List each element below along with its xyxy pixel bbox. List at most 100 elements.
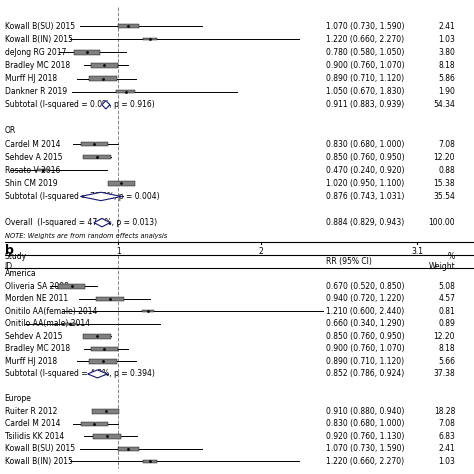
Text: RR (95% CI): RR (95% CI) — [326, 257, 372, 266]
Text: 0.890 (0.710, 1.120): 0.890 (0.710, 1.120) — [326, 74, 404, 83]
Bar — [89, 359, 117, 364]
Bar — [83, 155, 111, 159]
Text: 0.920 (0.760, 1.130): 0.920 (0.760, 1.130) — [326, 432, 404, 441]
Text: 1.220 (0.660, 2.270): 1.220 (0.660, 2.270) — [326, 35, 404, 44]
Text: 1.03: 1.03 — [438, 457, 455, 466]
Text: 1.070 (0.730, 1.590): 1.070 (0.730, 1.590) — [326, 445, 405, 454]
Text: 0.89: 0.89 — [438, 319, 455, 328]
Text: Rosato V 2016: Rosato V 2016 — [5, 166, 60, 175]
Text: 8.18: 8.18 — [438, 345, 455, 354]
Text: Subtotal (I-squared = 0.0%, p = 0.916): Subtotal (I-squared = 0.0%, p = 0.916) — [5, 100, 155, 109]
Text: 3.1: 3.1 — [411, 247, 423, 256]
Bar — [89, 76, 117, 81]
Text: 0.830 (0.680, 1.000): 0.830 (0.680, 1.000) — [326, 139, 404, 148]
Text: 0.900 (0.760, 1.070): 0.900 (0.760, 1.070) — [326, 61, 405, 70]
Text: 0.876 (0.743, 1.031): 0.876 (0.743, 1.031) — [326, 192, 404, 201]
Text: Sehdev A 2015: Sehdev A 2015 — [5, 332, 62, 341]
Text: America: America — [5, 269, 36, 278]
Text: OR: OR — [5, 127, 16, 136]
Bar — [93, 434, 121, 438]
Text: 0.850 (0.760, 0.950): 0.850 (0.760, 0.950) — [326, 332, 405, 341]
Text: 0.884 (0.829, 0.943): 0.884 (0.829, 0.943) — [326, 218, 404, 227]
Text: Ruiter R 2012: Ruiter R 2012 — [5, 407, 57, 416]
Text: 0.910 (0.880, 0.940): 0.910 (0.880, 0.940) — [326, 407, 404, 416]
Text: Onitilo AA(male) 2014: Onitilo AA(male) 2014 — [5, 319, 90, 328]
Text: 35.54: 35.54 — [433, 192, 455, 201]
Text: 0.911 (0.883, 0.939): 0.911 (0.883, 0.939) — [326, 100, 404, 109]
Text: 12.20: 12.20 — [434, 332, 455, 341]
Text: Overall  (I-squared = 47.9%, p = 0.013): Overall (I-squared = 47.9%, p = 0.013) — [5, 218, 157, 227]
Bar — [143, 460, 156, 463]
Bar — [118, 447, 139, 451]
Bar — [91, 63, 118, 68]
Text: Shin CM 2019: Shin CM 2019 — [5, 179, 57, 188]
Bar — [83, 334, 111, 338]
Polygon shape — [81, 192, 121, 201]
Text: ID: ID — [5, 262, 13, 271]
Text: Dankner R 2019: Dankner R 2019 — [5, 87, 67, 96]
Text: 1.90: 1.90 — [438, 87, 455, 96]
Text: NOTE: Weights are from random effects analysis: NOTE: Weights are from random effects an… — [5, 233, 167, 239]
Text: 37.38: 37.38 — [433, 369, 455, 378]
Bar — [64, 323, 76, 325]
Polygon shape — [88, 370, 107, 378]
Text: 2.41: 2.41 — [438, 445, 455, 454]
Bar — [143, 38, 156, 40]
Text: Study: Study — [5, 252, 27, 261]
Text: 18.28: 18.28 — [434, 407, 455, 416]
Bar — [96, 297, 124, 301]
Text: Onitilo AA(female) 2014: Onitilo AA(female) 2014 — [5, 307, 97, 316]
Text: 0.88: 0.88 — [438, 166, 455, 175]
Text: 0.81: 0.81 — [438, 307, 455, 316]
Bar — [108, 181, 135, 186]
Text: 5.86: 5.86 — [438, 74, 455, 83]
Polygon shape — [94, 219, 110, 227]
Text: 1.03: 1.03 — [438, 35, 455, 44]
Bar — [92, 409, 119, 414]
Text: Cardel M 2014: Cardel M 2014 — [5, 419, 60, 428]
Text: Kowall B(IN) 2015: Kowall B(IN) 2015 — [5, 35, 73, 44]
Bar — [58, 284, 85, 289]
Text: 5.08: 5.08 — [438, 282, 455, 291]
Text: 1.210 (0.600, 2.440): 1.210 (0.600, 2.440) — [326, 307, 404, 316]
Text: 0.660 (0.340, 1.290): 0.660 (0.340, 1.290) — [326, 319, 405, 328]
Text: Europe: Europe — [5, 394, 32, 403]
Bar — [81, 142, 108, 146]
Text: Kowall B(SU) 2015: Kowall B(SU) 2015 — [5, 445, 75, 454]
Text: Morden NE 2011: Morden NE 2011 — [5, 294, 68, 303]
Text: Murff HJ 2018: Murff HJ 2018 — [5, 74, 57, 83]
Text: 1.020 (0.950, 1.100): 1.020 (0.950, 1.100) — [326, 179, 404, 188]
Text: Weight: Weight — [428, 262, 455, 271]
Text: Subtotal (I-squared = 77.8%, p = 0.004): Subtotal (I-squared = 77.8%, p = 0.004) — [5, 192, 159, 201]
Text: Cardel M 2014: Cardel M 2014 — [5, 139, 60, 148]
Text: Subtotal (I-squared = 4.3%, p = 0.394): Subtotal (I-squared = 4.3%, p = 0.394) — [5, 369, 155, 378]
Text: 12.20: 12.20 — [434, 153, 455, 162]
Text: deJong RG 2017: deJong RG 2017 — [5, 48, 66, 57]
Text: 0.670 (0.520, 0.850): 0.670 (0.520, 0.850) — [326, 282, 405, 291]
Text: 1: 1 — [116, 247, 121, 256]
Text: Oliveria SA 2008: Oliveria SA 2008 — [5, 282, 69, 291]
Text: 0.830 (0.680, 1.000): 0.830 (0.680, 1.000) — [326, 419, 404, 428]
Text: 2.41: 2.41 — [438, 22, 455, 31]
Text: %: % — [448, 252, 455, 261]
Bar — [74, 50, 100, 55]
Text: 1.050 (0.670, 1.830): 1.050 (0.670, 1.830) — [326, 87, 404, 96]
Bar — [37, 169, 49, 171]
Text: 0.850 (0.760, 0.950): 0.850 (0.760, 0.950) — [326, 153, 405, 162]
Text: Sehdev A 2015: Sehdev A 2015 — [5, 153, 62, 162]
Text: 7.08: 7.08 — [438, 419, 455, 428]
Text: Bradley MC 2018: Bradley MC 2018 — [5, 61, 70, 70]
Bar — [142, 310, 155, 312]
Text: 1.220 (0.660, 2.270): 1.220 (0.660, 2.270) — [326, 457, 404, 466]
Text: 0.900 (0.760, 1.070): 0.900 (0.760, 1.070) — [326, 345, 405, 354]
Text: 2: 2 — [258, 247, 263, 256]
Text: 4.57: 4.57 — [438, 294, 455, 303]
Text: 1.070 (0.730, 1.590): 1.070 (0.730, 1.590) — [326, 22, 405, 31]
Bar — [116, 90, 135, 93]
Text: Kowall B(SU) 2015: Kowall B(SU) 2015 — [5, 22, 75, 31]
Text: 0.890 (0.710, 1.120): 0.890 (0.710, 1.120) — [326, 357, 404, 366]
Text: 0.852 (0.786, 0.924): 0.852 (0.786, 0.924) — [326, 369, 404, 378]
Text: 0.470 (0.240, 0.920): 0.470 (0.240, 0.920) — [326, 166, 405, 175]
Text: Kowall B(IN) 2015: Kowall B(IN) 2015 — [5, 457, 73, 466]
Text: Bradley MC 2018: Bradley MC 2018 — [5, 345, 70, 354]
